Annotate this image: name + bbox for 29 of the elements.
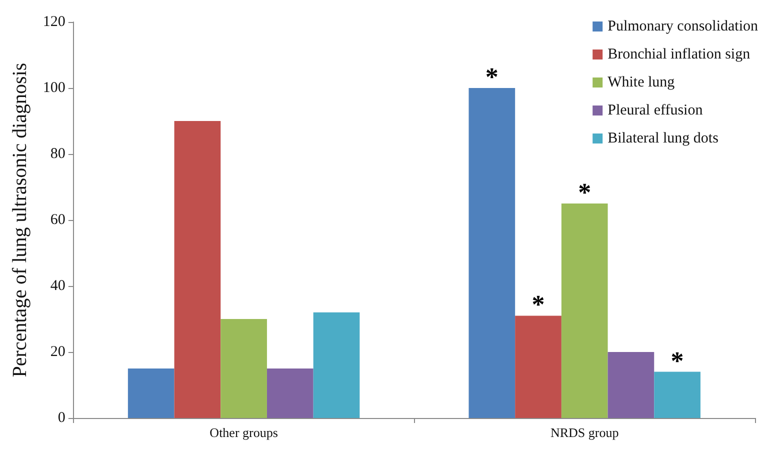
y-tick-label: 120 [42,14,66,30]
y-axis-title: Percentage of lung ultrasonic diagnosis [9,62,31,378]
legend-label: Pleural effusion [608,102,704,118]
x-tick-label: NRDS group [550,425,619,440]
y-tick-label: 20 [50,344,66,360]
y-tick-label: 100 [42,80,66,96]
legend-label: White lung [608,74,676,90]
bar [561,204,608,418]
y-tick-label: 0 [58,410,66,426]
bar [313,312,360,418]
bar [174,121,221,418]
y-tick-label: 60 [50,212,66,228]
y-tick-label: 40 [50,278,66,294]
legend-label: Bronchial inflation sign [608,46,751,62]
bar [220,319,267,418]
data-label: * [532,290,545,320]
bar [515,316,562,418]
bar [266,368,314,418]
data-label: * [578,178,592,207]
data-label: * [485,62,498,92]
legend-label: Bilateral lung dots [608,130,719,146]
legend-label: Pulmonary consolidation [608,18,758,34]
bar [468,88,516,418]
x-tick-label: Other groups [210,425,278,440]
bar [608,352,654,418]
data-label: * [670,346,684,376]
bar [128,368,174,418]
y-tick-label: 80 [50,146,66,162]
bar [654,372,700,418]
